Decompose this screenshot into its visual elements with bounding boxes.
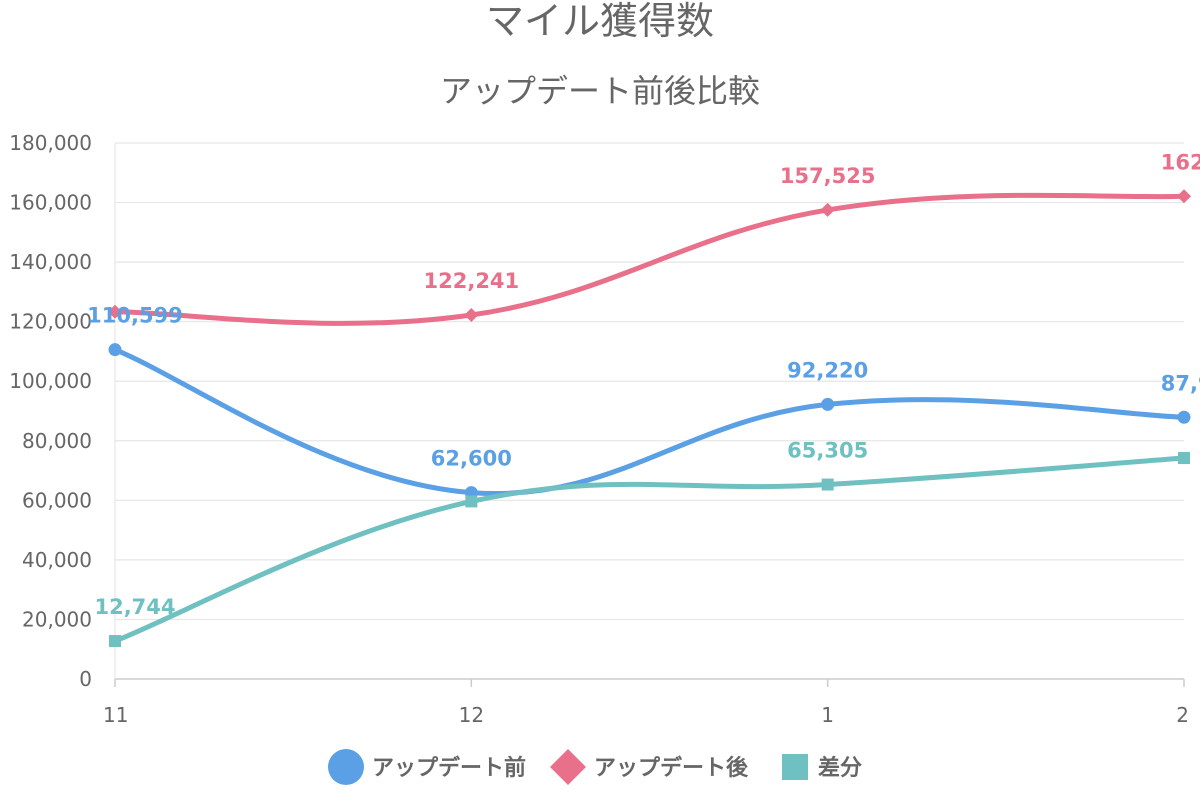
data-label: 62,600 — [431, 447, 512, 471]
data-point-marker[interactable] — [108, 304, 122, 319]
x-tick-label: 2 — [1176, 703, 1189, 727]
y-tick-label: 80,000 — [22, 429, 92, 453]
legend-marker — [550, 749, 586, 785]
series-line-2[interactable] — [112, 455, 1187, 644]
y-tick-label: 180,000 — [9, 131, 92, 155]
y-tick-label: 140,000 — [9, 250, 92, 274]
chart-subtitle: アップデート前後比較 — [440, 72, 760, 110]
data-point-marker[interactable] — [465, 495, 478, 508]
data-point-marker[interactable] — [1177, 410, 1191, 424]
gridlines — [114, 142, 1184, 680]
series-markers — [108, 189, 1191, 648]
data-point-marker[interactable] — [821, 478, 834, 491]
data-label: 92,220 — [787, 358, 868, 382]
legend-item-label[interactable]: アップデート前 — [372, 755, 526, 781]
series-line-1[interactable] — [112, 192, 1187, 326]
data-label: 162,1 — [1161, 150, 1200, 174]
x-axis-ticks: 11 12 1 2 — [103, 679, 1189, 727]
y-tick-label: 160,000 — [9, 191, 92, 215]
data-labels: 122,241 157,525 162,1 110,599 62,600 92,220 87… — [87, 150, 1200, 619]
y-tick-label: 0 — [79, 667, 92, 691]
data-label: 65,305 — [787, 439, 868, 463]
y-tick-label: 20,000 — [22, 607, 92, 631]
chart-title: マイル獲得数 — [486, 0, 714, 43]
data-label: 87,90 — [1161, 371, 1200, 395]
data-label: 110,599 — [87, 304, 183, 328]
y-tick-label: 60,000 — [22, 488, 92, 512]
y-axis-ticks: 0 20,000 40,000 60,000 80,000 100,000 120,000 1… — [9, 131, 92, 691]
legend-item-label[interactable]: アップデート後 — [594, 755, 749, 781]
data-point-marker[interactable] — [1178, 452, 1190, 465]
data-point-marker[interactable] — [109, 635, 121, 648]
data-point-marker[interactable] — [464, 307, 479, 322]
y-tick-label: 100,000 — [9, 369, 92, 393]
x-tick-label: 1 — [821, 703, 834, 727]
x-tick-label: 11 — [103, 703, 128, 727]
data-label: 12,744 — [94, 595, 175, 619]
data-point-marker[interactable] — [821, 397, 835, 411]
data-label: 157,525 — [780, 164, 876, 188]
data-point-marker[interactable] — [820, 202, 835, 217]
x-tick-label: 12 — [459, 703, 484, 727]
data-point-marker[interactable] — [1177, 189, 1191, 204]
legend-marker — [328, 749, 364, 785]
series-lines — [112, 192, 1187, 644]
legend[interactable]: アップデート前 アップデート後 差分 — [328, 749, 862, 785]
legend-marker — [782, 754, 808, 780]
data-point-marker[interactable] — [108, 343, 122, 357]
data-label: 122,241 — [424, 269, 520, 293]
legend-item-label[interactable]: 差分 — [818, 755, 862, 781]
y-tick-label: 120,000 — [9, 310, 92, 334]
y-tick-label: 40,000 — [22, 548, 92, 572]
series-line-0[interactable] — [112, 347, 1187, 497]
